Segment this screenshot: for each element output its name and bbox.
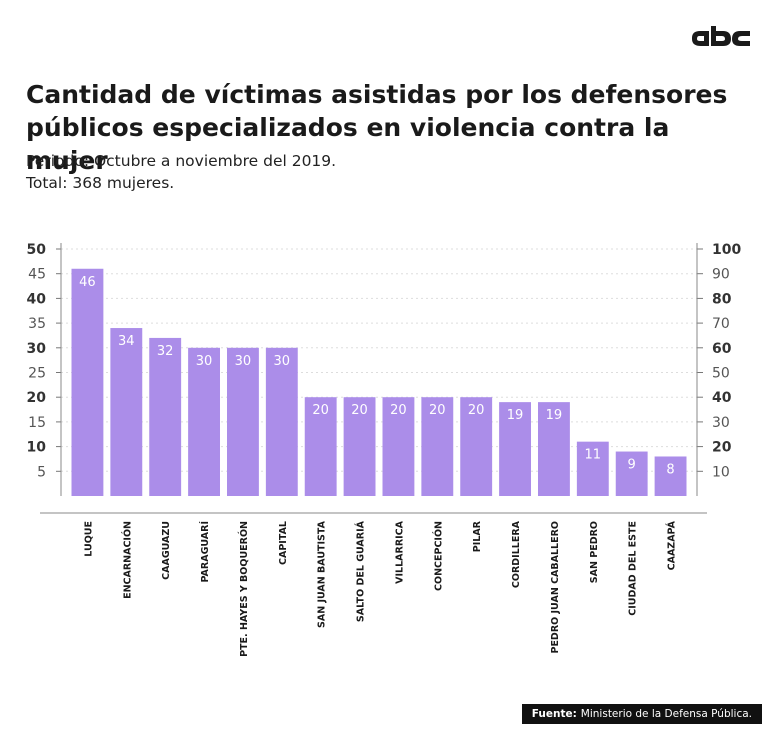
bar	[149, 337, 182, 496]
bar	[188, 347, 221, 496]
bar-value-label: 34	[118, 334, 135, 349]
source-label: Fuente:	[531, 708, 577, 720]
category-label: CAAZAPÁ	[666, 520, 678, 570]
bar-value-label: 20	[390, 403, 407, 418]
category-label: CORDILLERA	[511, 520, 522, 588]
y2-tick-label: 80	[712, 291, 732, 307]
bar	[654, 456, 687, 496]
bar-value-label: 20	[468, 403, 485, 418]
bar-value-label: 11	[585, 448, 602, 463]
y2-tick-label: 60	[712, 341, 732, 357]
bar-value-label: 9	[628, 458, 636, 473]
bar-chart: 5 10 15 20 25 30 35 40 45 50 10 20 30 40 50 60 70 80 90 100…	[27, 242, 742, 657]
bar	[615, 451, 648, 496]
bar	[460, 397, 493, 496]
category-label: CIUDAD DEL ESTE	[628, 521, 639, 616]
bar-value-label: 20	[351, 403, 368, 418]
bar-value-label: 8	[666, 462, 674, 477]
category-label: VILLARRICA	[394, 520, 405, 583]
y-tick-label: 40	[27, 291, 47, 307]
y2-tick-label: 20	[712, 440, 732, 456]
y2-tick-label: 40	[712, 390, 732, 406]
category-label: CONCEPCIÓN	[432, 521, 444, 591]
y2-tick-label: 90	[712, 267, 730, 283]
bar-value-label: 30	[235, 354, 252, 369]
subtitle: Periodo: Octubre a noviembre del 2019. T…	[26, 150, 336, 194]
bar	[382, 397, 415, 496]
y-tick-label: 5	[37, 464, 46, 480]
category-label: SALTO DEL GUARIÁ	[355, 520, 367, 622]
y2-tick-label: 30	[712, 415, 730, 431]
category-label: LUQUE	[83, 521, 94, 557]
y2-tick-label: 10	[712, 464, 730, 480]
abc-logo: abc	[692, 26, 750, 46]
period-text: Periodo: Octubre a noviembre del 2019.	[26, 152, 337, 170]
bar	[226, 347, 259, 496]
category-label: PEDRO JUAN CABALLERO	[550, 521, 561, 654]
category-label: PILAR	[472, 520, 483, 552]
bar-value-label: 32	[157, 344, 174, 359]
bar	[537, 402, 570, 496]
bar	[421, 397, 454, 496]
source-credit: Fuente: Ministerio de la Defensa Pública.	[521, 704, 762, 724]
category-label: PTE. HAYES Y BOQUERÓN	[238, 521, 250, 657]
category-label: CAAGUAZU	[161, 521, 172, 580]
source-text: Ministerio de la Defensa Pública.	[580, 708, 752, 720]
y-tick-label: 10	[27, 440, 47, 456]
bar-value-label: 20	[429, 403, 446, 418]
y-tick-label: 15	[28, 415, 46, 431]
category-label: SAN PEDRO	[589, 521, 600, 583]
category-label: CAPITAL	[278, 521, 289, 565]
y-tick-label: 50	[27, 242, 47, 258]
y-tick-label: 35	[28, 316, 46, 332]
bar-value-label: 19	[507, 408, 524, 423]
bar	[343, 397, 376, 496]
total-text: Total: 368 mujeres.	[26, 174, 175, 192]
bar-value-label: 19	[546, 408, 563, 423]
bar	[265, 347, 298, 496]
bar-value-label: 30	[196, 354, 213, 369]
bar	[71, 268, 104, 496]
category-label: ENCARNACIÓN	[121, 521, 133, 599]
category-label: PARAGUARÍ	[199, 521, 211, 583]
y-tick-label: 20	[27, 390, 47, 406]
y2-tick-label: 50	[712, 366, 730, 382]
bar	[576, 441, 609, 496]
bar	[304, 397, 337, 496]
chart-title: Cantidad de víctimas asistidas por los d…	[26, 80, 728, 175]
bar-value-label: 20	[312, 403, 329, 418]
y-tick-label: 45	[28, 267, 46, 283]
bar	[110, 328, 143, 496]
y2-tick-label: 70	[712, 316, 730, 332]
y-tick-label: 25	[28, 366, 46, 382]
y-tick-label: 30	[27, 341, 47, 357]
bar	[499, 402, 532, 496]
bar-value-label: 46	[79, 275, 96, 290]
y2-tick-label: 100	[712, 242, 741, 258]
category-label: SAN JUAN BAUTISTA	[317, 520, 328, 628]
bar-value-label: 30	[274, 354, 291, 369]
